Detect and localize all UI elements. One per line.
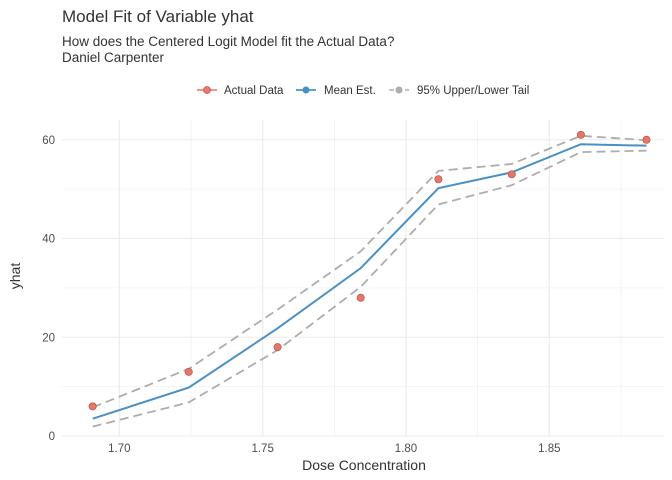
grid — [62, 120, 664, 437]
legend-label-actual-data: Actual Data — [224, 85, 284, 97]
x-axis-title: Dose Concentration — [302, 457, 426, 473]
actual-data-point — [273, 343, 282, 352]
x-tick-label: 1.80 — [395, 443, 417, 455]
lower-tail-line — [92, 149, 647, 428]
actual-data-point — [184, 367, 193, 376]
legend-item-95-tail: 95% Upper/Lower Tail — [389, 85, 529, 97]
mean-est-line-group — [92, 143, 647, 420]
mean-est-line — [92, 143, 647, 420]
legend-label-95-tail: 95% Upper/Lower Tail — [417, 85, 529, 97]
y-tick-label: 0 — [49, 431, 55, 443]
legend: Actual Data Mean Est. 95% Upper/Lower Ta… — [197, 85, 529, 97]
legend-label-mean-est: Mean Est. — [324, 85, 376, 97]
x-axis-ticks: 1.70 1.75 1.80 1.85 — [108, 443, 560, 455]
y-tick-label: 40 — [42, 234, 55, 246]
legend-key-actual-data-point — [203, 86, 211, 94]
y-tick-label: 60 — [42, 135, 55, 147]
legend-item-actual-data: Actual Data — [197, 85, 284, 97]
chart-subtitle-line-2: Daniel Carpenter — [62, 50, 165, 65]
legend-item-mean-est: Mean Est. — [296, 85, 376, 97]
actual-data-point — [507, 170, 516, 179]
y-axis-title: yhat — [7, 263, 23, 290]
actual-data-point — [88, 402, 97, 411]
actual-data-point — [434, 175, 443, 184]
legend-key-95-tail-point — [395, 86, 403, 94]
y-tick-label: 20 — [42, 332, 55, 344]
tail-band-lines — [92, 134, 647, 428]
x-tick-label: 1.85 — [538, 443, 560, 455]
x-tick-label: 1.70 — [108, 443, 130, 455]
chart-title: Model Fit of Variable yhat — [62, 7, 254, 26]
actual-data-points — [88, 130, 651, 411]
actual-data-point — [356, 293, 365, 302]
actual-data-point — [642, 135, 651, 144]
upper-tail-line — [92, 134, 647, 409]
actual-data-point — [576, 130, 585, 139]
y-axis-ticks: 0 20 40 60 — [42, 135, 55, 443]
chart-subtitle-line-1: How does the Centered Logit Model fit th… — [62, 34, 394, 49]
x-tick-label: 1.75 — [251, 443, 273, 455]
legend-key-mean-est-point — [302, 86, 310, 94]
